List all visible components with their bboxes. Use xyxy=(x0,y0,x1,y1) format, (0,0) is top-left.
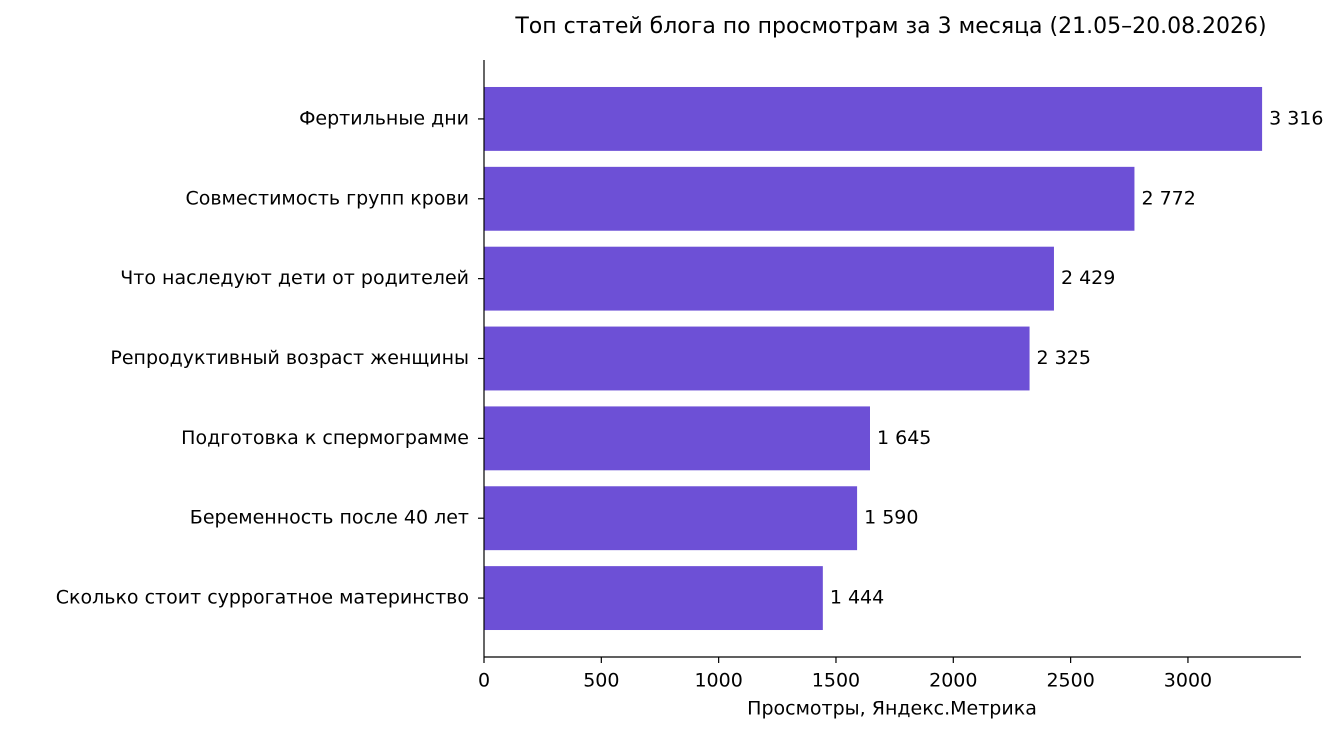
x-tick-label: 2500 xyxy=(1046,670,1094,692)
y-tick-label: Совместимость групп крови xyxy=(185,187,469,209)
value-label: 1 444 xyxy=(830,587,884,609)
bar xyxy=(484,566,823,631)
bar xyxy=(484,86,1263,151)
value-label: 1 645 xyxy=(877,427,931,449)
x-axis-label: Просмотры, Яндекс.Метрика xyxy=(747,698,1037,720)
x-tick-label: 500 xyxy=(583,670,619,692)
bar xyxy=(484,246,1054,311)
y-tick-label: Сколько стоит суррогатное материнство xyxy=(56,587,469,609)
bar xyxy=(484,166,1135,231)
value-label: 2 325 xyxy=(1037,347,1091,369)
value-label: 1 590 xyxy=(864,507,918,529)
x-tick-label: 3000 xyxy=(1164,670,1212,692)
chart-title: Топ статей блога по просмотрам за 3 меся… xyxy=(514,14,1266,39)
value-label: 2 772 xyxy=(1141,187,1195,209)
y-tick-label: Беременность после 40 лет xyxy=(190,507,469,529)
x-tick-label: 1000 xyxy=(694,670,742,692)
x-tick-label: 1500 xyxy=(812,670,860,692)
y-tick-label: Репродуктивный возраст женщины xyxy=(110,347,469,369)
x-tick-label: 2000 xyxy=(929,670,977,692)
bar xyxy=(484,486,858,551)
value-label: 3 316 xyxy=(1269,107,1323,129)
bar xyxy=(484,326,1030,391)
x-tick-label: 0 xyxy=(478,670,490,692)
bar xyxy=(484,406,870,471)
y-tick-label: Что наследуют дети от родителей xyxy=(120,267,469,289)
value-label: 2 429 xyxy=(1061,267,1115,289)
y-tick-label: Подготовка к спермограмме xyxy=(181,427,469,449)
y-tick-label: Фертильные дни xyxy=(299,107,469,129)
